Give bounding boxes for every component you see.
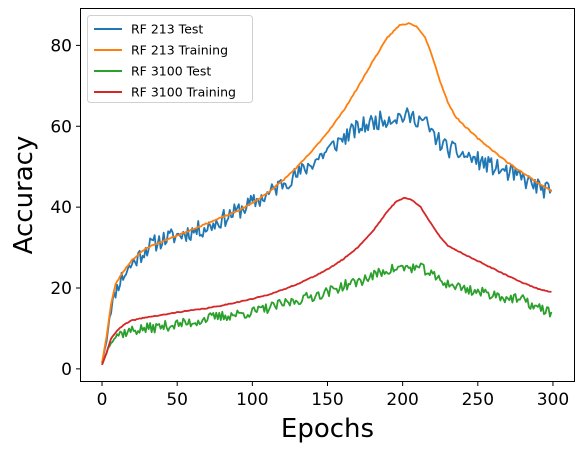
y-axis: 0 20 40 60 80 (50, 36, 81, 380)
x-tick-label: 50 (166, 390, 188, 410)
legend-label: RF 3100 Training (131, 85, 236, 100)
y-tick-label: 0 (61, 360, 72, 380)
legend-label: RF 3100 Test (131, 64, 211, 79)
legend-label: RF 213 Test (131, 22, 203, 37)
y-tick-label: 40 (50, 198, 72, 218)
x-axis: 0 50 100 150 200 250 300 (97, 381, 569, 410)
legend-label: RF 213 Training (131, 43, 228, 58)
y-tick-label: 80 (50, 36, 72, 56)
legend-box (87, 15, 253, 103)
x-tick-label: 150 (311, 390, 343, 410)
x-tick-label: 250 (462, 390, 494, 410)
x-tick-label: 200 (386, 390, 418, 410)
x-tick-label: 0 (97, 390, 108, 410)
plot-area (101, 22, 553, 366)
x-axis-label: Epochs (281, 414, 374, 444)
y-tick-label: 20 (50, 279, 72, 299)
series-line-rf-213-test (101, 107, 553, 363)
x-tick-label: 100 (236, 390, 268, 410)
series-line-rf-213-training (101, 22, 553, 363)
series-line-rf-3100-training (101, 196, 552, 366)
series-line-rf-3100-test (101, 262, 553, 366)
y-axis-label: Accuracy (9, 136, 39, 255)
x-tick-label: 300 (537, 390, 569, 410)
legend: RF 213 Test RF 213 Training RF 3100 Test RF… (87, 15, 253, 103)
y-tick-label: 60 (50, 117, 72, 137)
